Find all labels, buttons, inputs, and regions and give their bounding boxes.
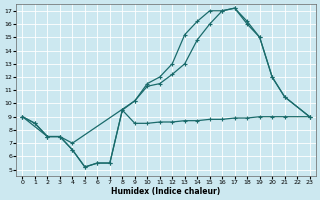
X-axis label: Humidex (Indice chaleur): Humidex (Indice chaleur) [111, 187, 221, 196]
